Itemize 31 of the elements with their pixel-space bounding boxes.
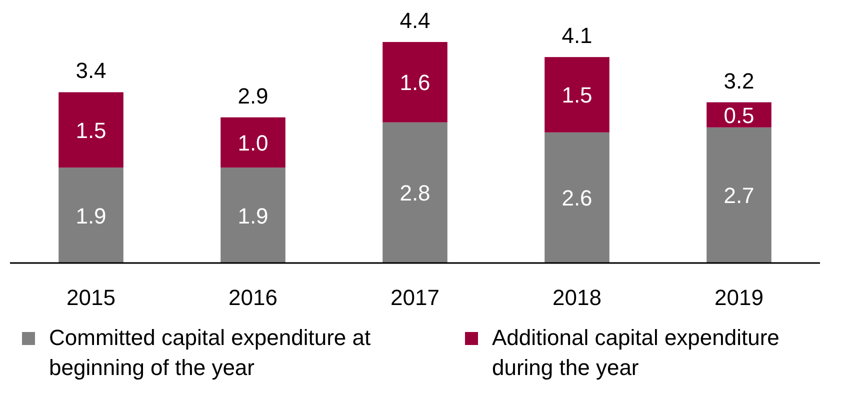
data-label: 2.6 [562, 186, 592, 211]
bar [544, 57, 610, 132]
bar [544, 132, 610, 263]
legend-label: Committed capital expenditure at beginning of the year [49, 325, 371, 380]
bar [220, 168, 286, 263]
data-label: 1.9 [238, 203, 268, 228]
bar [220, 117, 286, 168]
x-tick-label: 2017 [390, 285, 440, 310]
x-tick-label: 2019 [714, 285, 764, 310]
data-label: 0.5 [724, 102, 754, 128]
bar [58, 168, 124, 263]
data-label: 1.6 [400, 70, 430, 96]
data-label: 1.5 [562, 82, 592, 108]
bar [382, 122, 448, 263]
total-label: 4.1 [562, 23, 592, 48]
bar [382, 42, 448, 122]
total-label: 2.9 [238, 83, 268, 108]
data-label: 1.0 [238, 130, 268, 156]
data-label: 2.8 [400, 180, 430, 206]
data-label: 1.5 [76, 118, 106, 143]
x-tick-label: 2018 [552, 285, 602, 310]
bar [706, 127, 772, 263]
x-tick-label: 2016 [228, 285, 278, 310]
legend-label: Additional capital expenditure during the year [492, 325, 780, 380]
bar [58, 92, 124, 168]
total-label: 3.4 [76, 58, 106, 84]
total-label: 3.2 [724, 68, 754, 94]
data-label: 2.7 [724, 183, 754, 208]
x-tick-label: 2015 [66, 285, 116, 310]
total-label: 4.4 [400, 8, 430, 33]
data-label: 1.9 [76, 203, 106, 228]
